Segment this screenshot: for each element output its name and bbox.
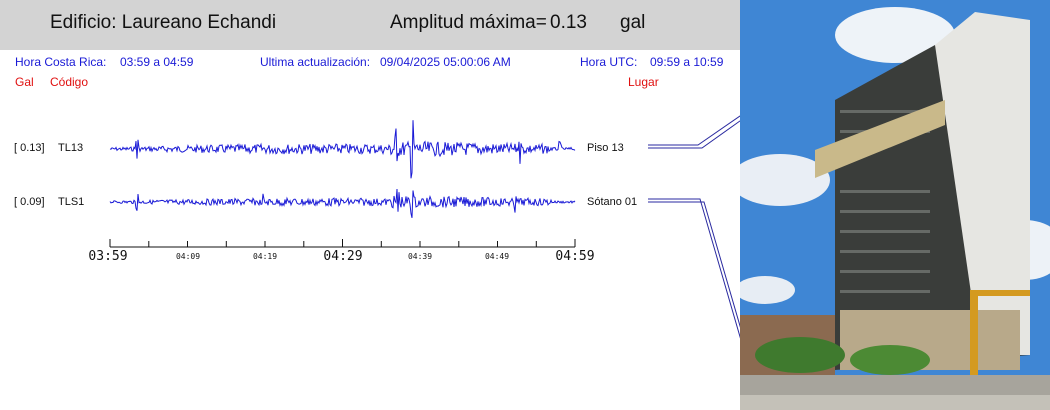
amplitude-unit: gal bbox=[620, 12, 646, 33]
time-tick-label: 04:29 bbox=[323, 249, 363, 264]
update-value: 09/04/2025 05:00:06 AM bbox=[380, 55, 511, 69]
channel-place: Piso 13 bbox=[587, 142, 624, 154]
channel-amplitude: [ 0.13] bbox=[14, 142, 45, 154]
column-place: Lugar bbox=[628, 75, 659, 89]
utc-label: Hora UTC: bbox=[580, 55, 638, 69]
building-photo bbox=[740, 0, 1050, 410]
channel-code: TLS1 bbox=[58, 196, 85, 208]
time-tick-label: 04:19 bbox=[252, 252, 278, 261]
column-code: Código bbox=[50, 75, 89, 89]
amplitude-value: 0.13 bbox=[550, 12, 587, 33]
amplitude-label: Amplitud máxima= bbox=[390, 12, 547, 33]
column-gal: Gal bbox=[15, 75, 34, 89]
time-tick-label: 04:39 bbox=[407, 252, 433, 261]
utc-range: 09:59 a 10:59 bbox=[650, 55, 724, 69]
leader-lines bbox=[648, 114, 740, 343]
waveform-trace bbox=[109, 120, 576, 179]
channel-amplitude: [ 0.09] bbox=[14, 196, 45, 208]
local-time-range: 03:59 a 04:59 bbox=[120, 55, 194, 69]
time-tick-label: 04:49 bbox=[484, 252, 510, 261]
seismogram-plot bbox=[109, 114, 740, 343]
building-title: Edificio: Laureano Echandi bbox=[50, 12, 277, 33]
time-axis bbox=[109, 239, 576, 248]
local-time-label: Hora Costa Rica: bbox=[15, 55, 107, 69]
update-label: Ultima actualización: bbox=[260, 55, 371, 69]
channel-place: Sótano 01 bbox=[587, 196, 638, 208]
time-tick-label: 03:59 bbox=[88, 249, 128, 264]
header-bar: Edificio: Laureano Echandi Amplitud máxi… bbox=[0, 0, 740, 50]
waveform-traces bbox=[109, 120, 576, 219]
time-tick-label: 04:59 bbox=[555, 249, 595, 264]
time-tick-label: 04:09 bbox=[175, 252, 201, 261]
channel-code: TL13 bbox=[58, 142, 84, 154]
waveform-trace bbox=[109, 188, 576, 219]
